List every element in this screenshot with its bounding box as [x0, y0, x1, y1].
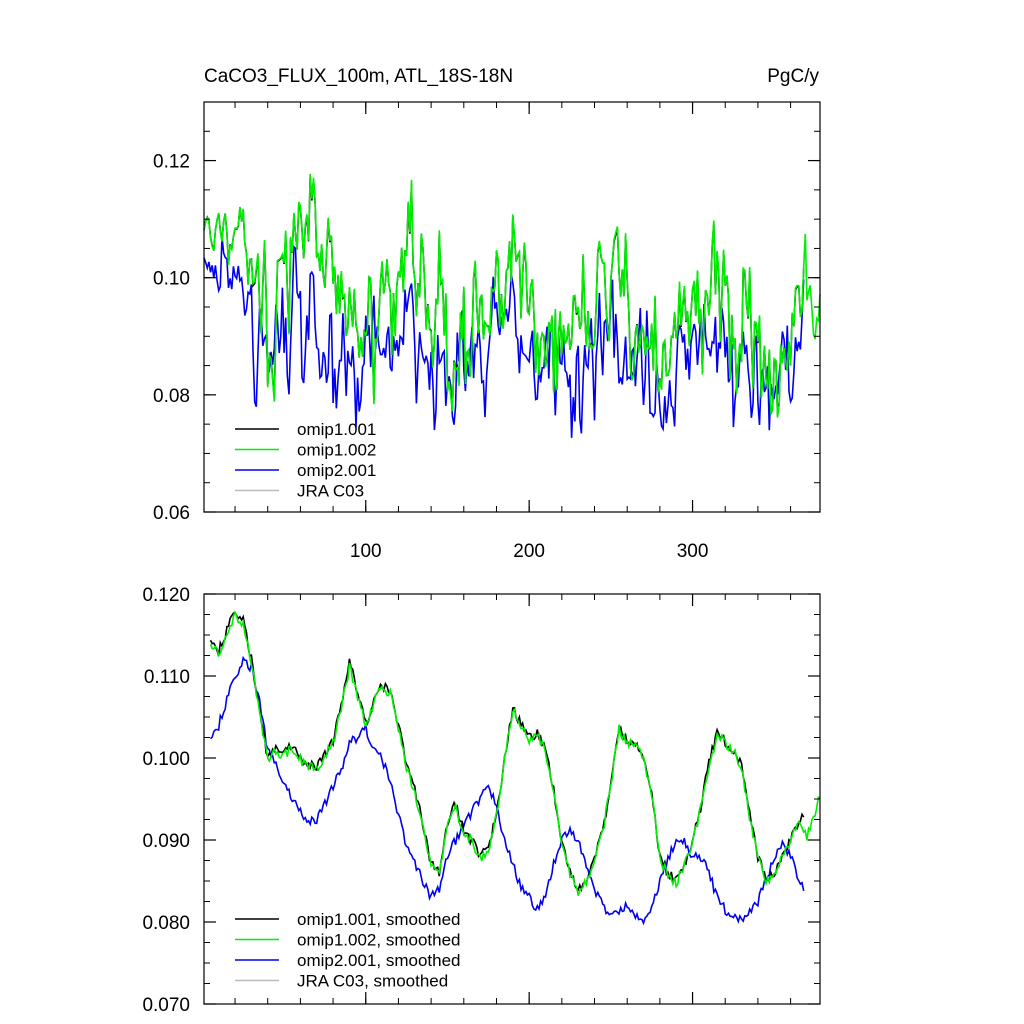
- units-label: PgC/y: [767, 66, 819, 87]
- top-xtick-label: 300: [677, 541, 709, 562]
- bottom-panel: 0.070 0.080 0.090 0.100 0.110 0.120 omip1.001…: [142, 585, 821, 1016]
- bottom-line-omip2-001: [209, 655, 805, 926]
- top-ytick-label: 0.06: [153, 503, 190, 524]
- bottom-legend-label: omip2.001, smoothed: [297, 951, 461, 970]
- top-xtick-label: 100: [350, 541, 382, 562]
- top-series-lines: [203, 173, 821, 438]
- top-ytick-label: 0.10: [153, 269, 190, 290]
- bottom-axes: 0.070 0.080 0.090 0.100 0.110 0.120: [142, 585, 821, 1016]
- top-line-omip2-001: [203, 236, 805, 438]
- bottom-legend-label: omip1.001, smoothed: [297, 910, 461, 929]
- top-legend-label: omip1.001: [297, 420, 376, 439]
- top-legend-label: omip2.001: [297, 461, 376, 480]
- top-axes: 0.06 0.08 0.10 0.12 100 200 300: [153, 101, 821, 562]
- figure-title: CaCO3_FLUX_100m, ATL_18S-18N: [204, 66, 513, 87]
- bottom-ytick-label: 0.090: [142, 831, 190, 852]
- top-ytick-label: 0.08: [153, 386, 190, 407]
- bottom-legend-label: JRA C03, smoothed: [297, 972, 448, 991]
- top-legend-label: JRA C03: [297, 482, 364, 501]
- top-xtick-label: 200: [513, 541, 545, 562]
- top-ytick-label: 0.12: [153, 152, 190, 173]
- bottom-ytick-label: 0.070: [142, 995, 190, 1016]
- top-line-omip1-002: [203, 173, 821, 418]
- bottom-ytick-label: 0.080: [142, 913, 190, 934]
- bottom-ytick-label: 0.110: [144, 667, 190, 688]
- top-legend-label: omip1.002: [297, 441, 376, 460]
- bottom-ytick-label: 0.100: [142, 749, 190, 770]
- bottom-series-lines: [209, 610, 821, 926]
- bottom-legend-label: omip1.002, smoothed: [297, 931, 461, 950]
- bottom-line-omip1-002: [209, 610, 821, 896]
- bottom-ytick-label: 0.120: [142, 585, 190, 606]
- bottom-legend: omip1.001, smoothed omip1.002, smoothedom…: [235, 910, 461, 991]
